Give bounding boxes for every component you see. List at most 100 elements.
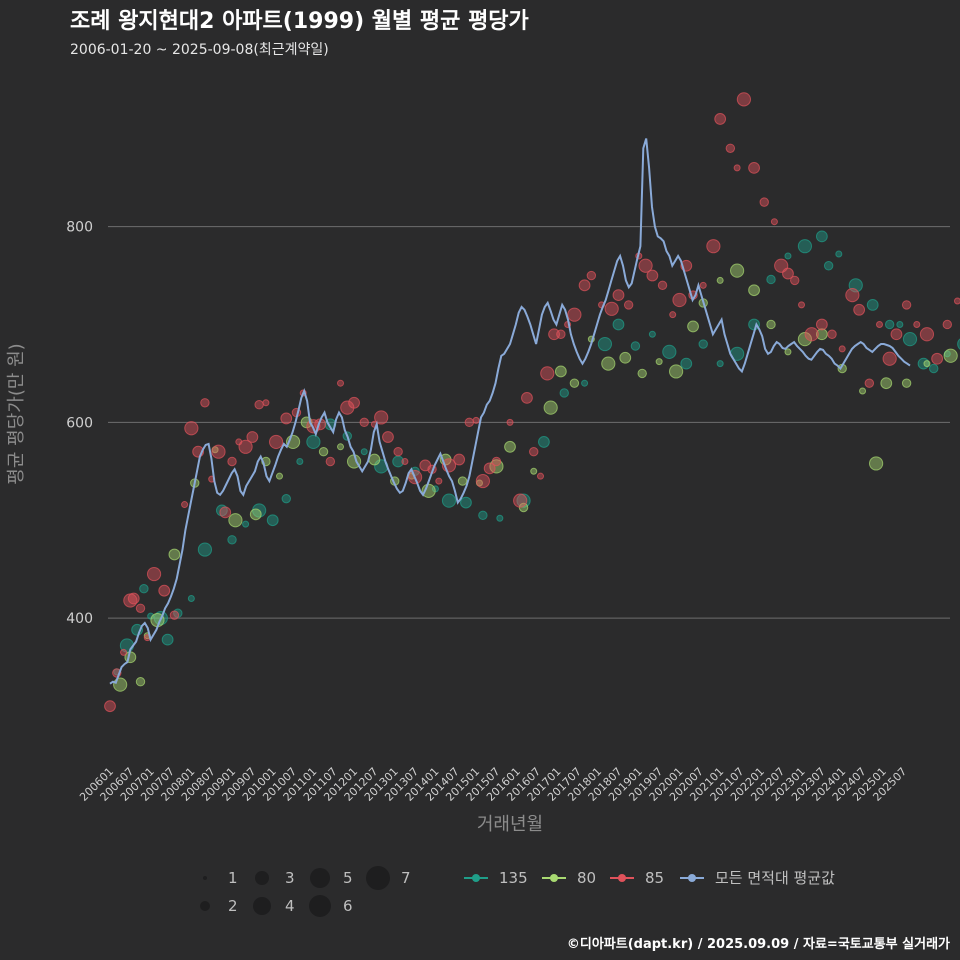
point-135	[581, 379, 589, 387]
point-85	[942, 319, 952, 330]
point-85	[567, 307, 582, 322]
point-135	[957, 338, 960, 350]
point-85	[513, 493, 528, 508]
point-80	[275, 472, 283, 480]
y-axis: 400 600 800	[66, 220, 93, 627]
y-axis-title: 평균 평당가(만 원)	[6, 343, 27, 484]
point-85	[714, 113, 727, 125]
point-80	[530, 467, 538, 475]
point-85	[382, 431, 394, 443]
point-85	[158, 584, 171, 597]
point-80	[249, 508, 262, 521]
point-85	[672, 292, 687, 308]
point-85	[540, 366, 555, 381]
chart-title: 조례 왕지현대2 아파트(1999) 월별 평균 평당가	[70, 9, 529, 34]
point-85	[604, 301, 619, 316]
point-80	[730, 263, 745, 278]
point-135	[197, 542, 213, 557]
point-85	[181, 501, 189, 509]
point-85	[280, 412, 293, 425]
point-80	[368, 453, 381, 466]
point-135	[306, 434, 321, 450]
point-85	[200, 398, 210, 408]
point-80	[869, 456, 884, 471]
x-axis-title: 거래년월	[477, 814, 543, 835]
point-85	[219, 506, 232, 519]
point-80	[337, 443, 345, 451]
point-135	[896, 320, 904, 328]
point-135	[227, 535, 237, 545]
point-85	[472, 416, 480, 424]
point-135	[441, 493, 457, 508]
size-legend-dot	[255, 871, 269, 885]
point-135	[716, 360, 724, 368]
point-85	[578, 279, 591, 292]
point-85	[269, 434, 284, 450]
legend-swatch-dot	[550, 874, 558, 882]
point-85	[464, 417, 475, 428]
point-80	[716, 276, 724, 284]
point-85	[325, 456, 336, 467]
point-80	[554, 365, 567, 378]
point-80	[687, 320, 699, 333]
point-85	[146, 566, 162, 582]
point-85	[733, 164, 741, 172]
point-85	[770, 218, 778, 226]
point-85	[135, 603, 146, 613]
point-135	[296, 457, 304, 465]
point-85	[521, 391, 533, 404]
point-85	[393, 447, 403, 457]
point-85	[657, 280, 668, 291]
point-85	[453, 453, 466, 466]
point-80	[168, 548, 181, 561]
point-135	[496, 514, 504, 522]
legend-label: 80	[577, 869, 596, 887]
legend-label: 85	[645, 869, 664, 887]
point-80	[655, 358, 663, 366]
point-135	[766, 274, 776, 285]
point-80	[489, 459, 504, 474]
point-80	[504, 440, 516, 453]
point-85	[227, 456, 237, 467]
y-tick-label: 400	[66, 611, 93, 627]
point-85	[548, 328, 560, 341]
point-85	[238, 439, 253, 454]
point-80	[748, 284, 760, 297]
point-80	[766, 319, 776, 330]
point-135	[612, 318, 625, 331]
point-85	[736, 92, 751, 107]
legend-swatch-dot	[688, 874, 696, 882]
point-85	[586, 270, 597, 281]
point-85	[254, 400, 264, 410]
point-85	[669, 311, 677, 319]
point-85	[646, 269, 659, 282]
point-135	[823, 261, 834, 271]
point-135	[187, 595, 195, 603]
size-legend-dot	[366, 866, 390, 890]
point-135	[537, 436, 550, 448]
chart-subtitle: 2006-01-20 ~ 2025-09-08(최근계약일)	[70, 42, 329, 58]
point-85	[483, 462, 496, 475]
point-85	[790, 275, 800, 286]
point-135	[161, 633, 174, 646]
point-135	[281, 493, 291, 504]
point-85	[246, 431, 259, 443]
line-average	[109, 138, 911, 685]
point-135	[266, 514, 279, 527]
point-135	[680, 357, 693, 370]
point-80	[859, 387, 867, 395]
point-85	[184, 421, 199, 436]
point-80	[113, 677, 128, 692]
point-80	[457, 476, 468, 486]
point-85	[827, 329, 837, 339]
point-135	[815, 230, 828, 243]
point-80	[135, 677, 146, 687]
point-85	[864, 378, 875, 388]
point-80	[669, 364, 684, 379]
point-85	[120, 648, 128, 656]
point-135	[797, 239, 813, 254]
point-80	[318, 447, 329, 457]
point-85	[537, 472, 545, 480]
point-135	[597, 336, 613, 352]
point-135	[360, 448, 368, 456]
